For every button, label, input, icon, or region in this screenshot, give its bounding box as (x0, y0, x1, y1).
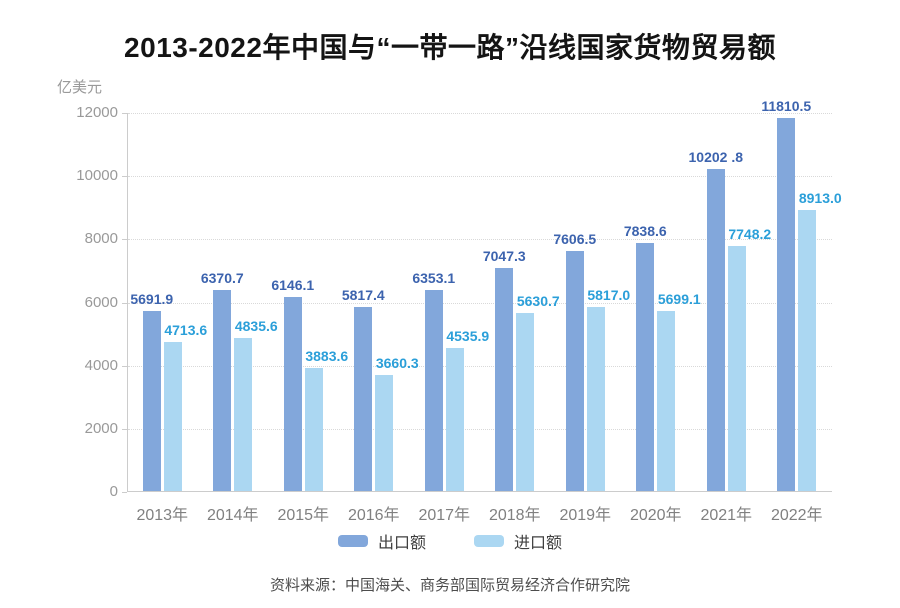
bar-进口额-2022年 (798, 209, 817, 491)
value-label-出口额-2016年: 5817.4 (341, 287, 385, 304)
y-tick-label-8000: 8000 (84, 230, 118, 248)
bar-出口额-2019年 (565, 250, 584, 491)
bar-出口额-2021年 (706, 168, 725, 491)
value-label-出口额-2019年: 7606.5 (553, 230, 597, 247)
value-label-出口额-2013年: 5691.9 (130, 291, 174, 308)
y-tick-mark-8000 (122, 239, 127, 241)
bar-进口额-2014年 (234, 338, 253, 491)
value-label-进口额-2015年: 3883.6 (305, 348, 349, 365)
value-label-出口额-2014年: 6370.7 (200, 269, 244, 286)
value-label-出口额-2021年: 10202 .8 (688, 148, 744, 165)
bar-进口额-2017年 (445, 347, 464, 491)
y-tick-label-0: 0 (109, 483, 118, 500)
bar-进口额-2020年 (657, 311, 676, 491)
value-label-进口额-2018年: 5630.7 (516, 293, 560, 310)
bar-出口额-2017年 (424, 290, 443, 491)
y-tick-mark-0 (122, 492, 127, 493)
value-label-进口额-2017年: 4535.9 (446, 327, 490, 344)
value-label-进口额-2020年: 5699.1 (657, 291, 701, 308)
value-label-出口额-2022年: 11810.5 (761, 98, 812, 114)
y-axis-unit-label: 亿美元 (57, 79, 103, 96)
x-axis-label-2022年: 2022年 (770, 507, 823, 524)
x-axis-label-2021年: 2021年 (700, 507, 753, 524)
gridline-2000 (128, 428, 832, 430)
bar-进口额-2016年 (375, 375, 394, 491)
value-label-进口额-2016年: 3660.3 (375, 355, 419, 372)
bar-出口额-2018年 (495, 268, 514, 491)
value-label-进口额-2013年: 4713.6 (164, 322, 208, 339)
value-label-出口额-2017年: 6353.1 (412, 270, 456, 287)
bar-出口额-2013年 (142, 311, 161, 491)
y-tick-mark-10000 (122, 176, 127, 178)
y-tick-label-6000: 6000 (84, 293, 118, 311)
value-label-出口额-2020年: 7838.6 (623, 223, 667, 240)
y-tick-mark-4000 (122, 365, 127, 367)
y-tick-label-10000: 10000 (76, 167, 118, 185)
import-legend-label: 进口额 (514, 535, 563, 552)
export-legend-label: 出口额 (377, 535, 426, 552)
legend-item-export: 出口额 (337, 529, 426, 553)
value-label-进口额-2022年: 8913.0 (798, 189, 842, 206)
export-legend-swatch (337, 535, 368, 547)
bar-出口额-2015年 (283, 296, 302, 491)
bar-进口额-2013年 (163, 342, 182, 491)
value-label-出口额-2015年: 6146.1 (271, 276, 315, 293)
gridline-10000 (128, 176, 832, 178)
chart-title: 2013-2022年中国与“一带一路”沿线国家货物贸易额 (124, 32, 776, 63)
bar-进口额-2019年 (586, 307, 605, 491)
gridline-6000 (128, 302, 832, 304)
legend: 出口额 进口额 (0, 529, 900, 553)
y-tick-mark-12000 (122, 113, 127, 114)
gridline-8000 (128, 239, 832, 241)
x-axis-label-2020年: 2020年 (629, 507, 682, 524)
y-tick-label-12000: 12000 (76, 104, 118, 121)
bar-出口额-2016年 (354, 307, 373, 491)
y-tick-label-4000: 4000 (84, 356, 118, 374)
y-tick-mark-6000 (122, 302, 127, 304)
bar-进口额-2015年 (304, 368, 323, 491)
x-axis-label-2014年: 2014年 (206, 507, 259, 524)
value-label-进口额-2014年: 4835.6 (234, 318, 278, 335)
import-legend-swatch (474, 535, 504, 547)
x-axis-label-2018年: 2018年 (488, 507, 541, 524)
y-tick-mark-2000 (122, 428, 127, 430)
x-axis-label-2013年: 2013年 (136, 507, 189, 524)
x-axis-label-2019年: 2019年 (559, 507, 612, 524)
value-label-进口额-2019年: 5817.0 (587, 287, 631, 304)
source-note: 资料来源：中国海关、商务部国际贸易经济合作研究院 (269, 577, 630, 594)
y-axis-line (127, 113, 128, 492)
x-axis-label-2015年: 2015年 (277, 507, 330, 524)
bar-出口额-2022年 (777, 118, 796, 491)
x-axis-line (127, 491, 832, 492)
x-axis-label-2016年: 2016年 (347, 507, 400, 524)
bar-出口额-2020年 (636, 243, 655, 491)
gridline-4000 (128, 365, 832, 367)
gridline-12000 (128, 113, 832, 114)
value-label-出口额-2018年: 7047.3 (482, 248, 526, 265)
bar-进口额-2018年 (516, 313, 535, 491)
x-axis-label-2017年: 2017年 (418, 507, 471, 524)
bar-出口额-2014年 (213, 289, 232, 491)
value-label-进口额-2021年: 7748.2 (728, 226, 772, 243)
bar-进口额-2021年 (727, 246, 746, 491)
legend-item-import: 进口额 (474, 529, 562, 553)
y-tick-label-2000: 2000 (84, 419, 118, 437)
plot-area: 0 2000 4000 6000 8000 10000 12000 5691.9 4713.6 2… (76, 98, 841, 524)
